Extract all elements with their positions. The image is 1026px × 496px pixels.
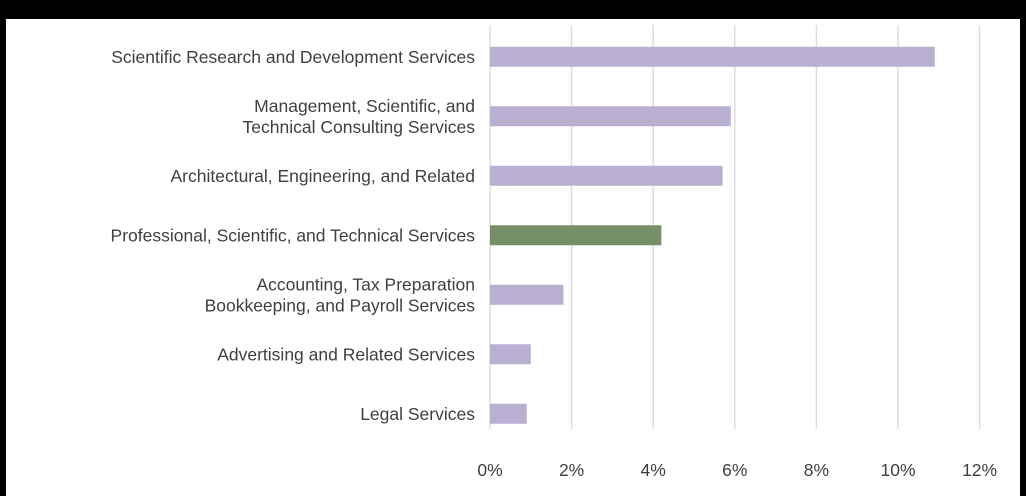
bar [490,46,935,67]
category-label: Bookkeeping, and Payroll Services [205,295,476,315]
x-tick-label: 8% [804,460,829,480]
category-label: Management, Scientific, and [254,96,475,116]
bar-chart: Scientific Research and Development Serv… [111,25,997,480]
bar [490,106,731,127]
x-tick-label: 4% [641,460,666,480]
category-label: Accounting, Tax Preparation [256,274,475,294]
chart-panel: Scientific Research and Development Serv… [6,19,1020,496]
x-tick-labels: 0% 2% 4% 6% 8% 10% 12% [477,460,997,480]
category-label: Scientific Research and Development Serv… [111,47,475,67]
bar [490,344,531,365]
category-label: Legal Services [360,404,475,424]
bars [490,46,935,424]
category-labels: Scientific Research and Development Serv… [111,47,476,424]
category-label: Advertising and Related Services [217,344,475,364]
x-tick-label: 0% [477,460,502,480]
x-tick-label: 2% [559,460,584,480]
category-label: Technical Consulting Services [243,117,476,137]
x-tick-label: 12% [962,460,997,480]
bar [490,284,564,305]
category-label: Professional, Scientific, and Technical … [111,225,476,245]
x-tick-label: 6% [722,460,747,480]
bar [490,165,723,186]
bar [490,225,662,246]
bar [490,403,527,424]
category-label: Architectural, Engineering, and Related [171,166,476,186]
x-tick-label: 10% [880,460,915,480]
